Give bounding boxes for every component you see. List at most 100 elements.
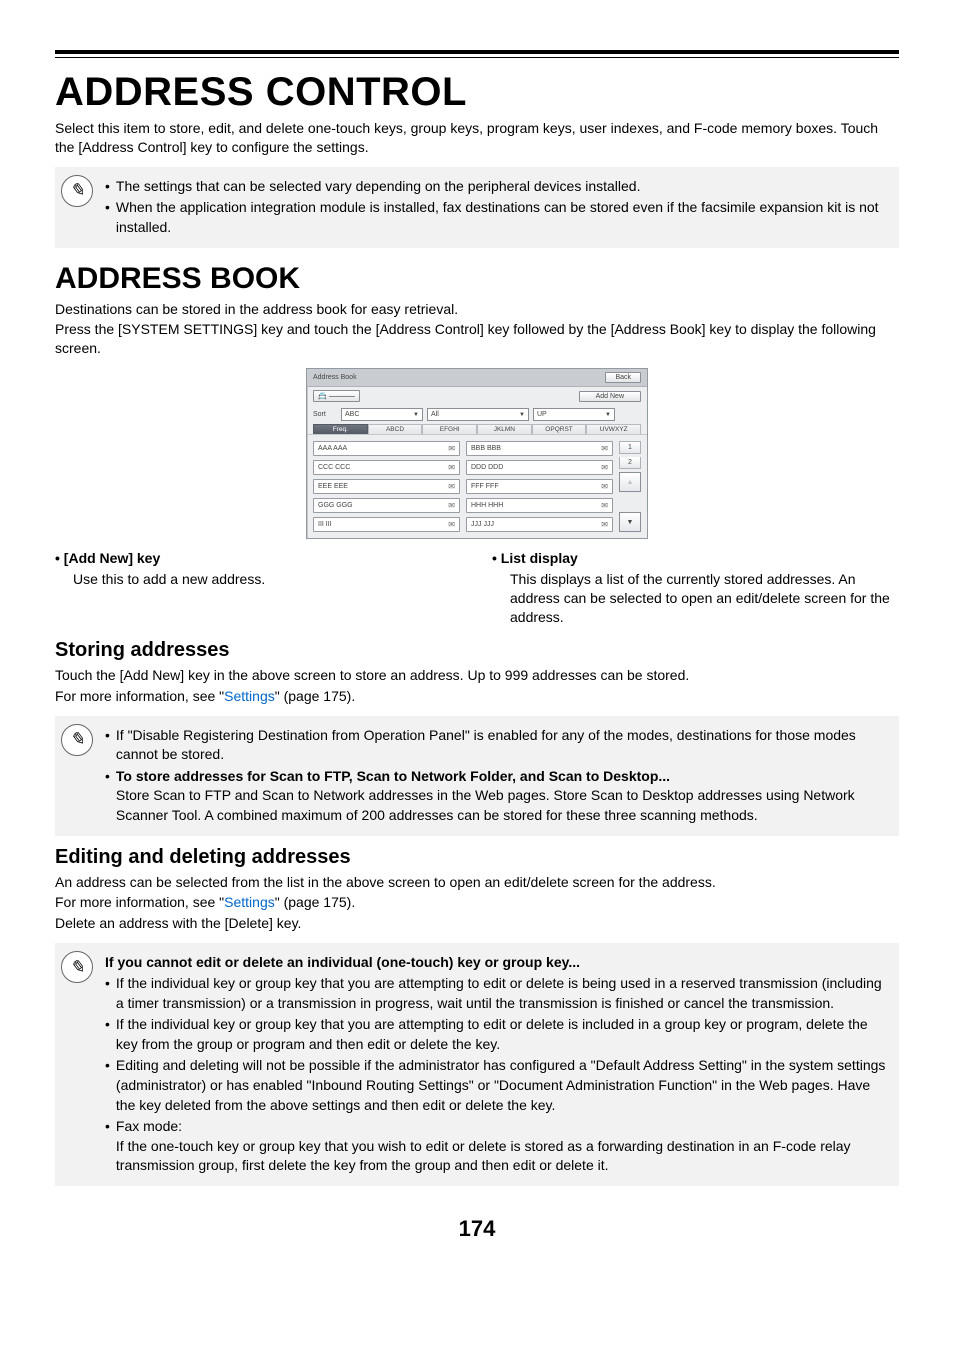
h2-p2: Press the [SYSTEM SETTINGS] key and touc… [55,320,899,358]
mail-icon: ✉ [448,501,455,510]
two-column-desc: • [Add New] key Use this to add a new ad… [55,547,899,629]
note2-item1: If "Disable Registering Destination from… [116,726,889,765]
entry-label: EEE EEE [318,483,348,490]
note1-item1: The settings that can be selected vary d… [116,177,641,197]
mail-icon: ✉ [601,482,608,491]
sort-select[interactable]: ABC ▼ [341,408,423,421]
list-item[interactable]: BBB BBB ✉ [466,441,613,456]
chevron-down-icon: ▼ [605,412,611,418]
bullet-dot: • [105,177,110,197]
tab-efghi[interactable]: EFGHI [422,424,477,434]
up-select[interactable]: UP ▼ [533,408,615,421]
note-box-2: ✎ •If "Disable Registering Destination f… [55,716,899,836]
note-box-1: ✎ • The settings that can be selected var… [55,167,899,248]
filter-value: All [431,411,439,418]
list-item[interactable]: III III ✉ [313,517,460,532]
note3-item2: If the individual key or group key that … [116,1015,889,1054]
top-rule [55,50,899,58]
back-button[interactable]: Back [605,372,641,383]
chevron-down-icon: ▼ [519,412,525,418]
list-col-right: BBB BBB ✉ DDD DDD ✉ FFF FFF✉ HHH HHH ✉ JJJ … [466,441,613,532]
list-item[interactable]: DDD DDD ✉ [466,460,613,475]
note3-item1: If the individual key or group key that … [116,974,889,1013]
goto-icon-button[interactable]: 📇 [313,390,360,402]
tab-jklmn[interactable]: JKLMN [477,424,532,434]
note-box-3: ✎ If you cannot edit or delete an indivi… [55,943,899,1186]
entry-label: HHH HHH [471,502,503,509]
list-col-left: AAA AAA ✉ CCC CCC✉ EEE EEE ✉ GGG GGG✉ III … [313,441,460,532]
storing-heading: Storing addresses [55,639,899,662]
screen-title: Address Book [313,374,357,381]
editing-p2b: " (page 175). [275,894,355,910]
page-down-button[interactable]: ▼ [619,512,641,532]
list-item[interactable]: FFF FFF✉ [466,479,613,494]
add-new-button[interactable]: Add New [579,391,641,402]
tab-uvwxyz[interactable]: UVWXYZ [586,424,641,434]
list-item[interactable]: GGG GGG✉ [313,498,460,513]
bullet-dot: • [105,974,110,1013]
sort-label: Sort [313,411,337,418]
note3-item4: Fax mode: If the one-touch key or group … [116,1117,889,1176]
editing-p1: An address can be selected from the list… [55,873,899,892]
pencil-note-icon: ✎ [61,951,93,983]
addnew-key-body: Use this to add a new address. [73,570,462,589]
note3-item3: Editing and deleting will not be possibl… [116,1056,889,1115]
arrow-up-icon: ▲ [627,479,634,486]
h2-p1: Destinations can be stored in the addres… [55,300,899,319]
sort-value: ABC [345,411,359,418]
page-total: 2 [619,457,641,469]
mail-icon: ✉ [601,501,608,510]
settings-link[interactable]: Settings [224,894,275,910]
page-title: ADDRESS CONTROL [55,70,899,115]
tab-opqrst[interactable]: OPQRST [532,424,587,434]
pencil-note-icon: ✎ [61,724,93,756]
mail-icon: ✉ [448,444,455,453]
list-item[interactable]: HHH HHH ✉ [466,498,613,513]
bullet-dot: • [105,1056,110,1115]
mail-icon: ✉ [448,520,455,529]
alpha-tabs: Freq. ABCD EFGHI JKLMN OPQRST UVWXYZ [307,424,647,434]
bullet-dot: • [105,726,110,765]
h1-description: Select this item to store, edit, and del… [55,119,899,157]
editing-p2a: For more information, see " [55,894,224,910]
storing-p2b: " (page 175). [275,688,355,704]
filter-select[interactable]: All ▼ [427,408,529,421]
mail-icon: ✉ [601,444,608,453]
list-item[interactable]: CCC CCC✉ [313,460,460,475]
entry-label: AAA AAA [318,445,347,452]
settings-link[interactable]: Settings [224,688,275,704]
editing-p2: For more information, see "Settings" (pa… [55,893,899,912]
list-item[interactable]: JJJ JJJ✉ [466,517,613,532]
note3-item4-head: Fax mode: [116,1118,182,1134]
bullet-dot: • [105,1015,110,1054]
chevron-down-icon: ▼ [413,412,419,418]
page-current: 1 [619,441,641,454]
note-content: If you cannot edit or delete an individu… [105,951,889,1178]
mail-icon: ✉ [601,463,608,472]
arrow-down-icon: ▼ [627,519,634,526]
page-up-button[interactable]: ▲ [619,472,641,492]
note-content: • The settings that can be selected vary … [105,175,889,240]
pencil-note-icon: ✎ [61,175,93,207]
list-display-body: This displays a list of the currently st… [510,570,899,627]
address-list-area: AAA AAA ✉ CCC CCC✉ EEE EEE ✉ GGG GGG✉ III … [307,434,647,538]
section-title-address-book: ADDRESS BOOK [55,262,899,296]
storing-p2: For more information, see "Settings" (pa… [55,687,899,706]
tab-freq[interactable]: Freq. [313,424,368,434]
list-item[interactable]: AAA AAA ✉ [313,441,460,456]
goto-icon: 📇 [318,392,327,400]
address-book-screen: Address Book Back 📇 Add New Sort ABC ▼ Al… [306,368,648,539]
storing-p1: Touch the [Add New] key in the above scr… [55,666,899,685]
mail-icon: ✉ [448,482,455,491]
note-content: •If "Disable Registering Destination fro… [105,724,889,828]
page-number: 174 [55,1216,899,1242]
list-item[interactable]: EEE EEE ✉ [313,479,460,494]
entry-label: DDD DDD [471,464,503,471]
tab-abcd[interactable]: ABCD [368,424,423,434]
entry-label: III III [318,521,332,528]
entry-label: BBB BBB [471,445,501,452]
sort-row: Sort ABC ▼ All ▼ UP ▼ [307,405,647,424]
note1-item2: When the application integration module … [116,198,889,237]
up-label: UP [537,411,547,418]
bullet-dot: • [105,767,110,826]
